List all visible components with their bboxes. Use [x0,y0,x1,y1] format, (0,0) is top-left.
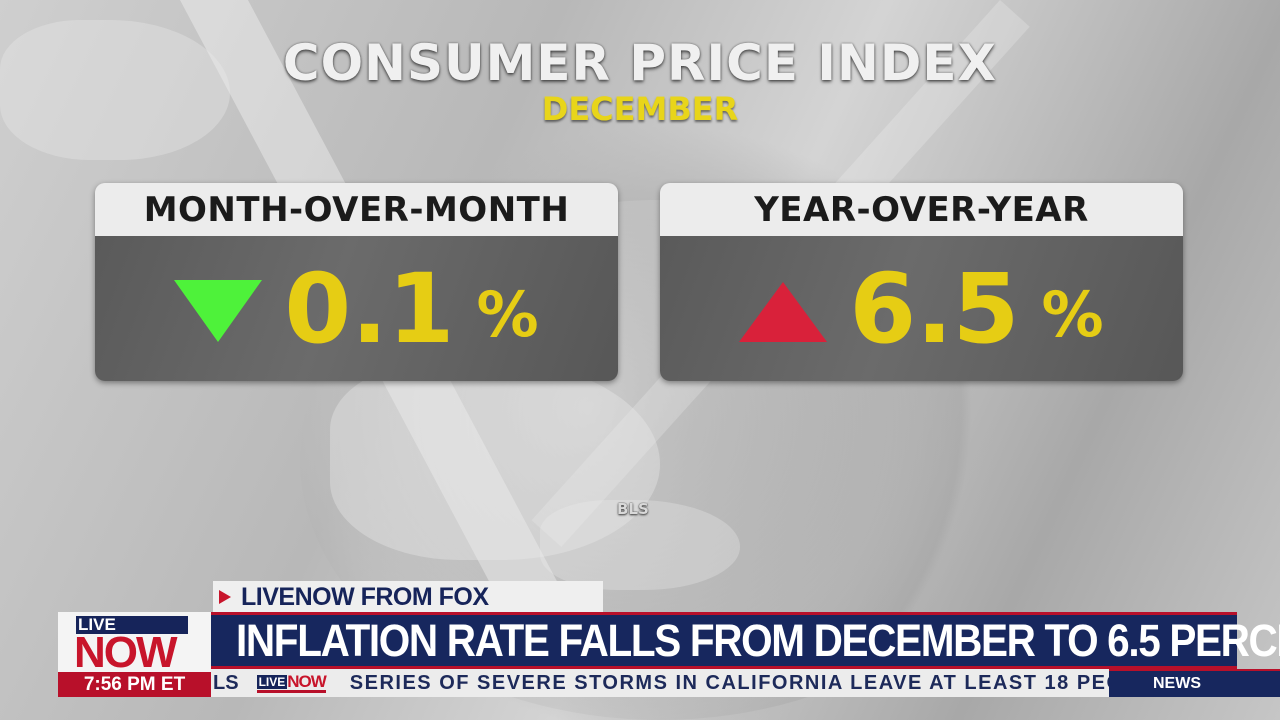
card-year-over-year: YEAR-OVER-YEAR 6.5 % [660,183,1183,381]
card-label: YEAR-OVER-YEAR [660,183,1183,236]
card-value: 0.1 [284,252,455,365]
graphic-subtitle: DECEMBER [541,90,739,128]
slug-bar: LIVENOW FROM FOX [213,581,603,613]
source-label: BLS [617,500,649,518]
ticker-fragment: LS [213,671,239,694]
map-landmass [0,20,230,160]
section-tag: NEWS [1109,669,1280,697]
play-arrow-icon [219,590,231,604]
livenow-logo: LIVE NOW [58,612,211,697]
triangle-up-icon [739,281,828,342]
map-landmass [540,500,740,590]
logo-now-text: NOW [74,628,178,677]
triangle-down-icon [174,279,263,342]
ticker-logo-live: LIVE [256,674,288,689]
card-value: 6.5 [849,252,1020,365]
card-value-panel: 0.1 % [95,236,618,381]
card-unit: % [1041,277,1104,351]
headline-text: INFLATION RATE FALLS FROM DECEMBER TO 6.… [236,614,1280,666]
card-label: MONTH-OVER-MONTH [95,183,618,236]
ticker-livenow-logo: LIVE NOW [256,671,327,693]
headline-bar: INFLATION RATE FALLS FROM DECEMBER TO 6.… [211,612,1280,669]
card-unit: % [476,277,539,351]
timestamp: 7:56 PM ET [58,672,211,697]
map-landmass [330,360,660,560]
news-ticker: LS LIVE NOW SERIES OF SEVERE STORMS IN C… [211,669,1109,697]
card-value-panel: 6.5 % [660,236,1183,381]
graphic-title: CONSUMER PRICE INDEX [282,34,998,92]
ticker-logo-now: NOW [287,671,327,691]
card-month-over-month: MONTH-OVER-MONTH 0.1 % [95,183,618,381]
slug-text: LIVENOW FROM FOX [241,582,489,611]
ticker-text: SERIES OF SEVERE STORMS IN CALIFORNIA LE… [349,671,1109,694]
logo-live-text: LIVE [76,616,188,634]
